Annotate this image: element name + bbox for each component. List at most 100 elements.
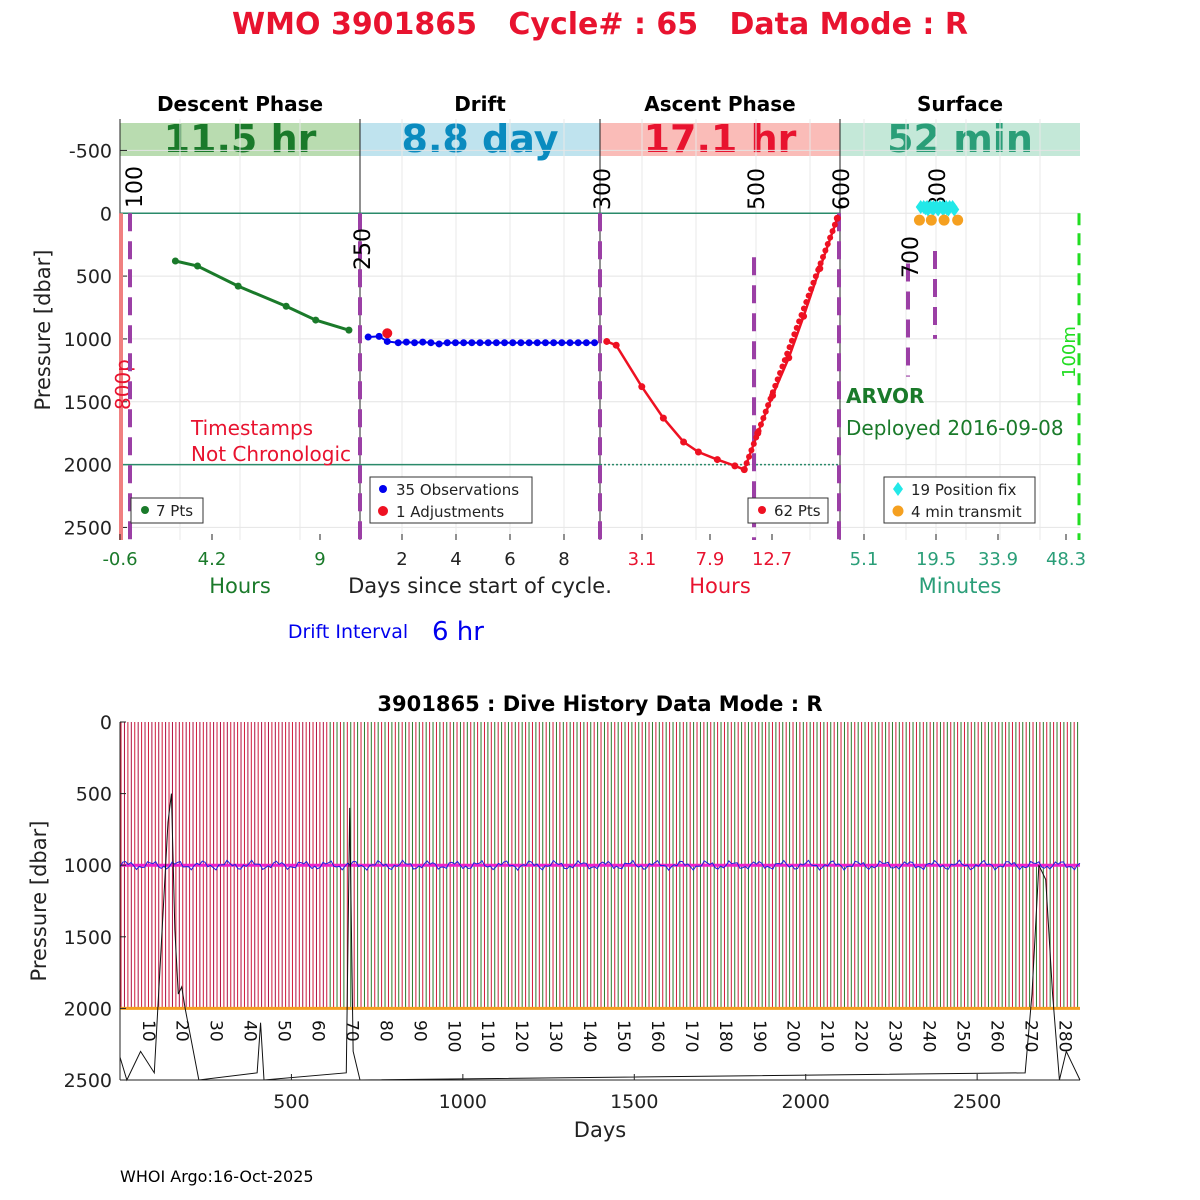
cycle-number-label: 180 (715, 1020, 735, 1052)
y-tick-label: 500 (76, 266, 112, 288)
bottom-x-tick-label: 1000 (439, 1091, 487, 1113)
legend-ascent-marker (758, 506, 766, 514)
ascent-point (822, 247, 829, 254)
descent-line (175, 259, 350, 332)
descent-point (171, 257, 179, 265)
cycle-number-label: 210 (817, 1020, 837, 1052)
ascent-point (817, 260, 824, 267)
legend-drift-marker (379, 485, 387, 493)
cycle-time-label: 100 (123, 166, 148, 208)
x-tick-label: 4.2 (198, 549, 227, 570)
drift-point (443, 339, 451, 347)
drift-point (550, 339, 558, 347)
x-tick-label: 2 (396, 549, 407, 570)
x-axis-label: Minutes (919, 574, 1002, 598)
ascent-point (772, 382, 779, 389)
bottom-y-axis-label: Pressure [dbar] (27, 821, 51, 982)
legend-surface (883, 476, 1036, 524)
bottom-x-tick-label: 500 (273, 1091, 309, 1113)
cycle-number-label: 240 (918, 1020, 938, 1052)
position-fix-point (920, 201, 931, 216)
ascent-point (680, 438, 688, 446)
legend-drift (369, 476, 533, 524)
position-fix-point (941, 201, 952, 216)
drift-point (435, 340, 443, 348)
drift-point (501, 339, 509, 347)
y-tick-label: -500 (69, 140, 112, 162)
drift-point (509, 339, 517, 347)
ascent-point (796, 318, 803, 325)
transmit-point (952, 214, 964, 226)
timestamp-warning-line2: Not Chronologic (191, 442, 351, 466)
y-tick-label: 2500 (64, 517, 112, 539)
ascent-point (760, 415, 767, 422)
ascent-point (800, 305, 807, 312)
right-green-label: 100m (1059, 326, 1080, 378)
cycle-number-label: 120 (511, 1020, 531, 1052)
ascent-point (793, 324, 800, 331)
bottom-x-tick-label: 2500 (953, 1091, 1001, 1113)
x-tick-label: 6 (504, 549, 515, 570)
cycle-number-label: 250 (952, 1020, 972, 1052)
cycle-number-label: 100 (443, 1020, 463, 1052)
ascent-point (603, 337, 611, 345)
drift-point (419, 338, 427, 346)
x-tick-label: 5.1 (850, 549, 879, 570)
descent-point (345, 326, 353, 334)
ascent-point (638, 383, 646, 391)
cycle-number-label: 90 (409, 1020, 429, 1042)
cycle-number-label: 160 (647, 1020, 667, 1052)
bottom-y-tick-label: 1500 (64, 927, 112, 949)
ascent-point (829, 228, 836, 235)
ascent-point (786, 344, 793, 351)
bottom-y-tick-label: 0 (100, 712, 112, 734)
x-axis-label: Hours (209, 574, 271, 598)
ascent-point (765, 402, 772, 409)
ascent-point (827, 234, 834, 241)
drift-point (541, 339, 549, 347)
ascent-point (757, 421, 764, 428)
ascent-point (819, 253, 826, 260)
drift-point (517, 339, 525, 347)
ascent-point (748, 447, 755, 454)
drift-point (484, 339, 492, 347)
ascent-point (755, 427, 762, 434)
transmit-point (938, 214, 950, 226)
drift-point (451, 339, 459, 347)
cycle-number-label: 190 (749, 1020, 769, 1052)
drift-point (492, 339, 500, 347)
descent-point (312, 316, 320, 324)
cycle-number-label: 110 (477, 1020, 497, 1052)
legend-adjustment-marker (378, 506, 388, 516)
transmit-point (925, 214, 937, 226)
drift-point (460, 339, 468, 347)
cycle-time-label: 300 (591, 168, 616, 210)
cycle-time-label: 250 (351, 228, 376, 270)
ascent-point (767, 395, 774, 402)
transmit-point (913, 214, 925, 226)
cycle-number-label: 140 (579, 1020, 599, 1052)
drift-point (566, 339, 574, 347)
cycle-number-label: 200 (783, 1020, 803, 1052)
ascent-point (779, 363, 786, 370)
cycle-number-label: 260 (986, 1020, 1006, 1052)
cycle-time-label: 700 (899, 236, 924, 278)
x-tick-label: 19.5 (916, 549, 956, 570)
ascent-point (815, 266, 822, 273)
cycle-number-label: 150 (613, 1020, 633, 1052)
cycle-number-label: 10 (138, 1020, 158, 1042)
x-tick-label: 4 (450, 549, 461, 570)
x-tick-label: 12.7 (752, 549, 792, 570)
cycle-number-label: 40 (240, 1020, 260, 1042)
legend-descent-label: 7 Pts (156, 502, 193, 520)
drift-point (533, 339, 541, 347)
cycle-number-label: 130 (545, 1020, 565, 1052)
cycle-time-label: 500 (745, 168, 770, 210)
y-tick-label: 1000 (64, 329, 112, 351)
x-tick-label: 48.3 (1046, 549, 1086, 570)
cycle-number-label: 280 (1054, 1020, 1074, 1052)
x-tick-label: 3.1 (628, 549, 657, 570)
y-tick-label: 2000 (64, 455, 112, 477)
